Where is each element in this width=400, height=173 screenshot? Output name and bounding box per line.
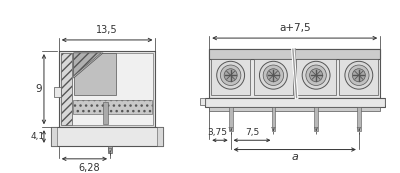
Bar: [314, 107, 318, 131]
Bar: [157, 127, 163, 146]
Circle shape: [302, 61, 330, 89]
Text: 6,28: 6,28: [78, 163, 100, 173]
Bar: [339, 58, 378, 95]
Circle shape: [310, 69, 323, 82]
Bar: [209, 49, 380, 58]
Text: a+7,5: a+7,5: [279, 23, 310, 33]
Polygon shape: [229, 127, 232, 131]
Bar: [51, 127, 163, 146]
Circle shape: [267, 69, 280, 82]
Text: 7,5: 7,5: [245, 128, 259, 136]
Bar: [51, 127, 57, 146]
Bar: [272, 107, 275, 131]
Circle shape: [263, 65, 284, 85]
Bar: [108, 146, 112, 153]
Bar: [59, 51, 156, 127]
Bar: [209, 49, 380, 98]
Bar: [74, 53, 116, 95]
Bar: [54, 88, 61, 97]
Bar: [205, 98, 385, 107]
Text: 4,1: 4,1: [30, 132, 44, 141]
Bar: [254, 58, 293, 95]
Circle shape: [260, 61, 287, 89]
Circle shape: [345, 61, 373, 89]
Polygon shape: [314, 127, 318, 131]
Circle shape: [217, 61, 244, 89]
Polygon shape: [74, 53, 103, 78]
Bar: [211, 58, 250, 95]
Polygon shape: [272, 127, 275, 131]
Text: 13,5: 13,5: [96, 25, 118, 35]
Circle shape: [220, 65, 241, 85]
Bar: [61, 53, 72, 125]
Polygon shape: [357, 127, 361, 131]
Circle shape: [352, 69, 365, 82]
Circle shape: [224, 69, 237, 82]
Polygon shape: [74, 53, 101, 76]
Bar: [229, 107, 232, 131]
Bar: [357, 107, 361, 131]
Text: 3,75: 3,75: [208, 128, 228, 136]
Text: a: a: [291, 152, 298, 162]
Text: 9: 9: [35, 84, 42, 94]
Bar: [104, 102, 108, 124]
Polygon shape: [108, 149, 112, 153]
Bar: [296, 58, 336, 95]
Circle shape: [349, 65, 369, 85]
Bar: [385, 98, 390, 105]
Bar: [200, 98, 205, 105]
Bar: [209, 107, 380, 111]
Bar: [72, 53, 153, 125]
Circle shape: [306, 65, 326, 85]
Bar: [73, 100, 152, 113]
